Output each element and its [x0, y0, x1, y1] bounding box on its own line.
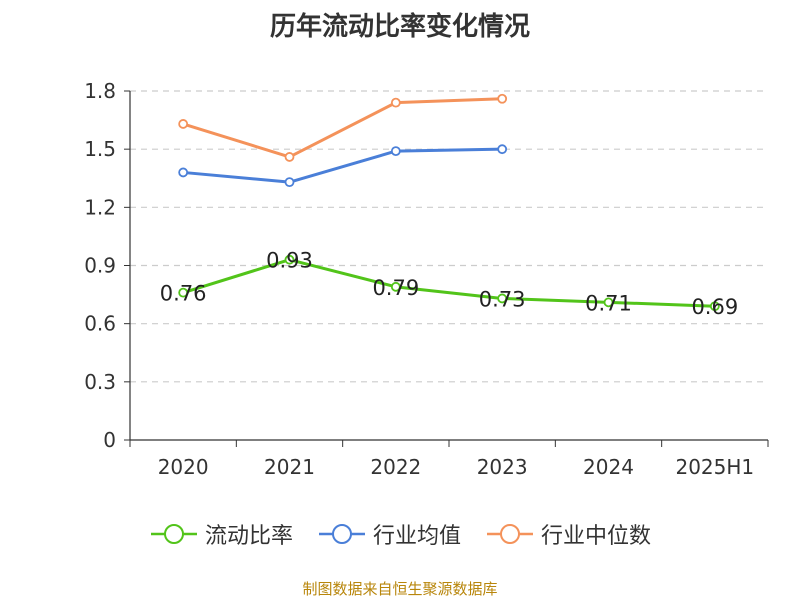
data-point	[709, 301, 720, 312]
legend: 流动比率 行业均值 行业中位数	[0, 518, 800, 550]
data-label: 0.73	[479, 287, 526, 311]
chart-title: 历年流动比率变化情况	[269, 12, 530, 42]
data-point	[497, 144, 508, 155]
data-label: 0.79	[372, 276, 419, 300]
legend-swatch	[150, 524, 197, 544]
y-tick-label: 1.8	[84, 79, 116, 103]
data-point	[390, 281, 401, 292]
series-layer: 0.76 0.93 0.79 0.73 0.71 0.69	[160, 93, 738, 319]
y-tick-label: 0.6	[84, 312, 116, 336]
data-point	[497, 93, 508, 104]
x-tick-label: 2021	[264, 455, 315, 479]
legend-label: 行业中位数	[541, 524, 652, 549]
x-tick-label: 2022	[370, 455, 421, 479]
data-point	[178, 167, 189, 178]
x-tick-label: 2023	[477, 455, 528, 479]
data-point	[178, 287, 189, 298]
x-tick-label: 2025H1	[675, 455, 754, 479]
series-line	[182, 97, 503, 159]
y-tick-label: 1.2	[84, 195, 116, 219]
y-tick-label: 1.5	[84, 137, 116, 161]
x-tick-label: 2024	[583, 455, 634, 479]
data-point	[178, 119, 189, 129]
data-label: 0.93	[266, 249, 313, 273]
y-tick-label: 0.9	[84, 254, 116, 278]
axes: 0 0.3 0.6 0.9 1.2 1.5 1.8 2020 2021 2022 2023 2024 2…	[84, 79, 769, 479]
source-note: 制图数据来自恒生聚源数据库	[302, 580, 498, 598]
data-point	[390, 146, 401, 157]
x-tick-label: 2020	[158, 455, 209, 479]
legend-swatch	[487, 524, 533, 544]
gridlines	[130, 90, 768, 383]
legend-swatch	[318, 524, 365, 544]
series-line	[183, 147, 503, 184]
data-label: 0.71	[585, 291, 632, 315]
data-label: 0.69	[691, 295, 738, 319]
data-point	[284, 152, 295, 162]
data-label: 0.76	[160, 282, 207, 306]
data-point	[284, 177, 295, 188]
data-point	[497, 293, 508, 304]
series-line	[182, 258, 715, 308]
y-tick-label: 0	[103, 428, 116, 452]
data-point	[603, 297, 614, 308]
y-tick-label: 0.3	[84, 370, 116, 394]
legend-item[interactable]: 行业中位数	[485, 518, 651, 550]
legend-item[interactable]: 流动比率	[149, 518, 293, 550]
legend-label: 行业均值	[372, 524, 461, 549]
data-point	[390, 97, 401, 108]
legend-label: 流动比率	[204, 524, 293, 549]
legend-item[interactable]: 行业均值	[317, 518, 461, 550]
data-point	[284, 254, 295, 265]
